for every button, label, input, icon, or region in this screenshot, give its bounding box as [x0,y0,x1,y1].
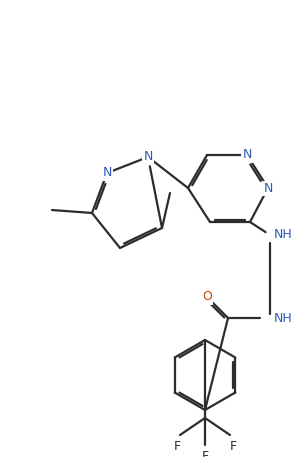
Text: N: N [143,150,153,164]
Text: O: O [202,291,212,303]
Text: N: N [263,181,273,195]
Text: N: N [102,166,112,180]
Text: N: N [242,149,252,161]
Text: NH: NH [274,228,293,241]
Text: F: F [229,440,237,453]
Text: F: F [173,440,181,453]
Text: NH: NH [274,312,293,324]
Text: F: F [202,450,209,457]
